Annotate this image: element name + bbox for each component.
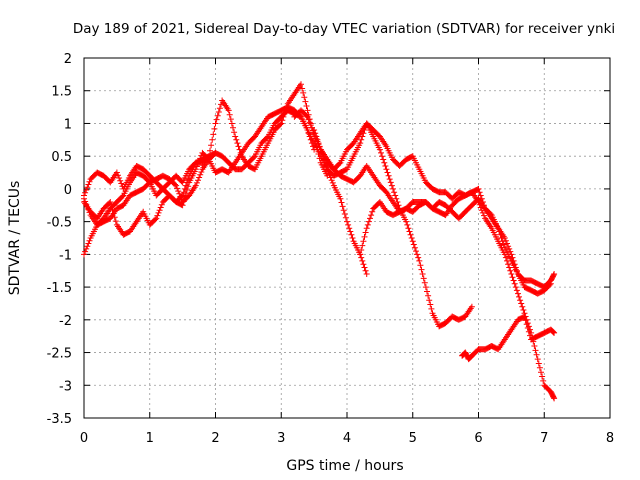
series-9-markers — [459, 313, 558, 363]
x-tick-label: 7 — [540, 431, 548, 446]
chart-title: Day 189 of 2021, Sidereal Day-to-day VTE… — [73, 21, 615, 37]
y-tick-label: 0.5 — [51, 150, 72, 165]
y-tick-label: -1.5 — [47, 281, 72, 296]
series-6 — [311, 120, 558, 291]
series-8 — [357, 189, 558, 402]
y-tick-label: 0 — [64, 183, 72, 198]
y-tick-label: -3 — [59, 379, 72, 394]
x-tick-label: 5 — [409, 431, 417, 446]
y-tick-label: 1 — [64, 117, 72, 132]
x-axis-ticks: 0 1 2 3 4 5 6 7 8 — [80, 58, 614, 446]
y-tick-label: -0.5 — [47, 216, 72, 231]
series-8-markers — [357, 189, 558, 402]
series-4 — [81, 149, 219, 238]
y-tick-label: -1 — [59, 248, 72, 263]
x-tick-label: 8 — [606, 431, 614, 446]
series-9 — [459, 313, 558, 363]
x-tick-label: 3 — [277, 431, 285, 446]
x-tick-label: 0 — [80, 431, 88, 446]
y-tick-label: 2 — [64, 52, 72, 67]
series-6-markers — [311, 120, 558, 291]
grid-lines — [84, 58, 610, 418]
y-tick-label: -2.5 — [47, 347, 72, 362]
y-tick-label: -2 — [59, 314, 72, 329]
y-tick-label: 1.5 — [51, 85, 72, 100]
data-series — [81, 81, 558, 402]
x-tick-label: 2 — [211, 431, 219, 446]
y-axis-ticks: 2 1.5 1 0.5 0 -0.5 -1 -1.5 -2 -2.5 -3 -3.5 — [47, 52, 610, 427]
series-4-markers — [81, 149, 219, 238]
y-tick-label: -3.5 — [47, 412, 72, 427]
x-tick-label: 6 — [474, 431, 482, 446]
series-3 — [81, 107, 318, 258]
x-tick-label: 1 — [146, 431, 154, 446]
series-3-markers — [81, 107, 318, 258]
y-axis-label: SDTVAR / TECUs — [7, 181, 23, 296]
x-axis-label: GPS time / hours — [286, 458, 403, 474]
x-tick-label: 4 — [343, 431, 351, 446]
